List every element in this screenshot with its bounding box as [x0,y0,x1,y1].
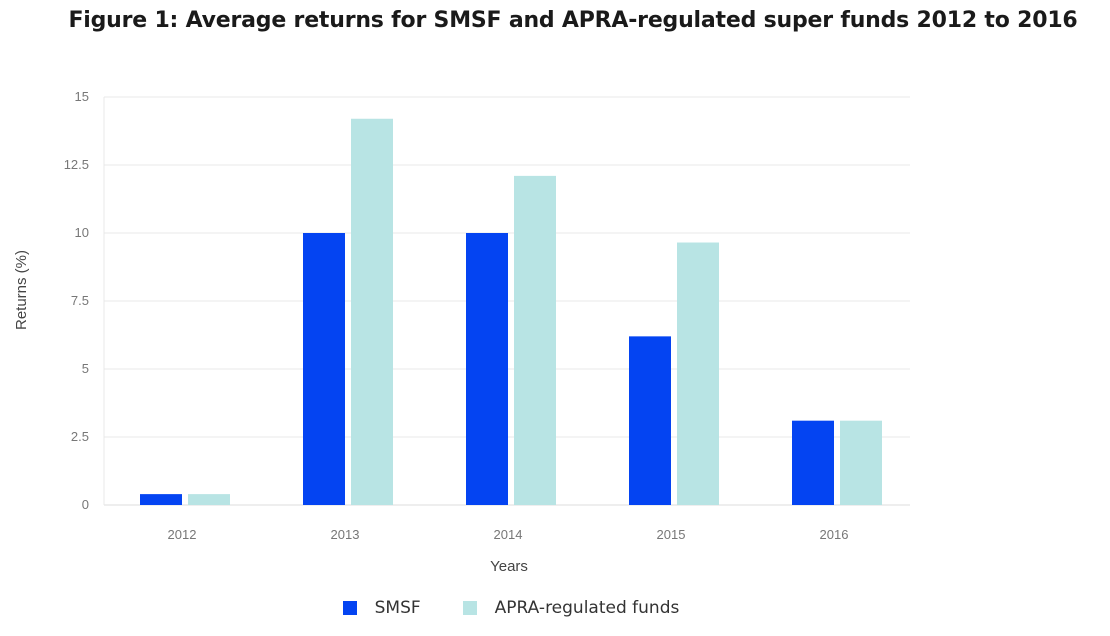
y-tick-label: 12.5 [64,157,89,172]
bar-smsf-2012 [140,494,182,505]
y-axis-title: Returns (%) [13,250,30,330]
legend-label-smsf: SMSF [374,598,421,618]
y-tick-label: 15 [75,89,89,104]
bar-apra-2014 [514,175,556,505]
x-tick-label: 2014 [494,527,523,542]
x-tick-label: 2013 [331,527,360,542]
bar-smsf-2016 [792,420,834,505]
legend: SMSF APRA-regulated funds [0,598,1022,618]
bar-smsf-2013 [303,233,345,505]
x-tick-label: 2016 [820,527,849,542]
x-tick-label: 2015 [657,527,686,542]
legend-item-smsf: SMSF [342,598,421,618]
y-tick-label: 10 [75,225,89,240]
bar-apra-2015 [677,242,719,505]
y-tick-label: 2.5 [71,429,89,444]
x-tick-label: 2012 [168,527,197,542]
y-axis-ticks: 0 2.5 5 7.5 10 12.5 15 [64,89,89,512]
legend-swatch-smsf [342,601,357,615]
bars [140,118,882,505]
bar-apra-2012 [188,494,230,505]
y-tick-label: 5 [82,361,89,376]
bar-apra-2013 [351,118,393,505]
x-axis-title: Years [490,558,528,575]
bar-smsf-2015 [629,336,671,505]
bar-apra-2016 [840,420,882,505]
legend-swatch-apra [462,601,477,615]
bar-smsf-2014 [466,233,508,505]
legend-label-apra: APRA-regulated funds [494,598,680,618]
y-tick-label: 0 [82,497,89,512]
chart-title: Figure 1: Average returns for SMSF and A… [68,8,1078,33]
y-tick-label: 7.5 [71,293,89,308]
x-axis-ticks: 2012 2013 2014 2015 2016 [168,527,849,542]
legend-item-apra: APRA-regulated funds [462,598,680,618]
